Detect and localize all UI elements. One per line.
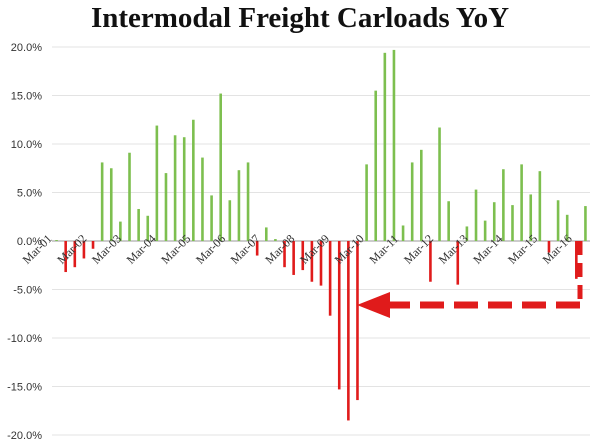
bar [264, 227, 268, 241]
bar [255, 241, 259, 256]
y-tick-label: -5.0% [13, 285, 42, 297]
bar [456, 241, 460, 285]
bar [410, 162, 414, 241]
bar [319, 241, 323, 286]
y-tick-label: 15.0% [11, 91, 42, 103]
bar [584, 206, 587, 241]
y-tick-label: 10.0% [11, 139, 42, 151]
y-tick-label: 5.0% [17, 188, 42, 200]
y-tick-label: -10.0% [7, 333, 42, 345]
bar [109, 168, 113, 241]
bar [100, 162, 104, 241]
bar [237, 170, 241, 241]
arrow-head [357, 292, 390, 318]
bar [392, 49, 396, 241]
bar [228, 200, 232, 241]
bar [292, 241, 295, 275]
chart-title: Intermodal Freight Carloads YoY [90, 2, 510, 34]
x-tick-label: Mar-03 [89, 232, 124, 267]
bar [365, 164, 368, 241]
bar [356, 241, 359, 401]
bar [420, 149, 423, 241]
bar [474, 189, 478, 241]
bar [328, 241, 332, 316]
bar [283, 241, 286, 268]
bar [347, 241, 350, 421]
bar [483, 220, 487, 241]
bar [246, 162, 250, 241]
bar [310, 241, 314, 282]
bar [575, 241, 578, 279]
bar [155, 125, 159, 241]
bar [337, 241, 341, 390]
bar [529, 194, 533, 241]
bar [438, 127, 441, 241]
y-axis: 20.0% 15.0% 10.0% 5.0% 0.0% -5.0% -10.0% -15.0%… [7, 42, 42, 442]
bar [210, 195, 213, 241]
bar [73, 241, 77, 268]
bar [82, 241, 86, 259]
bar [556, 200, 560, 241]
bar [383, 52, 387, 241]
bar [401, 225, 405, 241]
bar [429, 241, 432, 282]
bar [119, 221, 122, 241]
bar [538, 171, 542, 241]
grid-layer [52, 46, 590, 436]
annotation-arrow [357, 241, 583, 318]
bar [492, 202, 496, 241]
bar [219, 93, 222, 241]
bars-layer [55, 49, 587, 421]
bar [64, 241, 67, 273]
bar [128, 152, 131, 241]
bar [146, 215, 150, 241]
bar [55, 240, 58, 241]
bar [274, 239, 277, 241]
bar [465, 226, 469, 241]
bar [502, 169, 505, 241]
y-tick-label: -20.0% [7, 430, 42, 442]
y-tick-label: 20.0% [11, 42, 42, 54]
bar [447, 201, 450, 241]
bar [565, 214, 569, 241]
bar [91, 241, 95, 249]
bar [182, 137, 186, 241]
bar [301, 241, 305, 271]
bar [173, 135, 177, 241]
y-tick-label: -15.0% [7, 382, 42, 394]
bar [137, 208, 140, 241]
bar [374, 90, 378, 242]
x-tick-label: Mar-13 [436, 232, 471, 267]
y-tick-label: 0.0% [17, 236, 42, 248]
bar [547, 241, 551, 253]
bar [520, 164, 523, 241]
bar [511, 205, 514, 241]
bar [192, 119, 195, 241]
bar [164, 173, 168, 241]
bar [201, 157, 204, 241]
